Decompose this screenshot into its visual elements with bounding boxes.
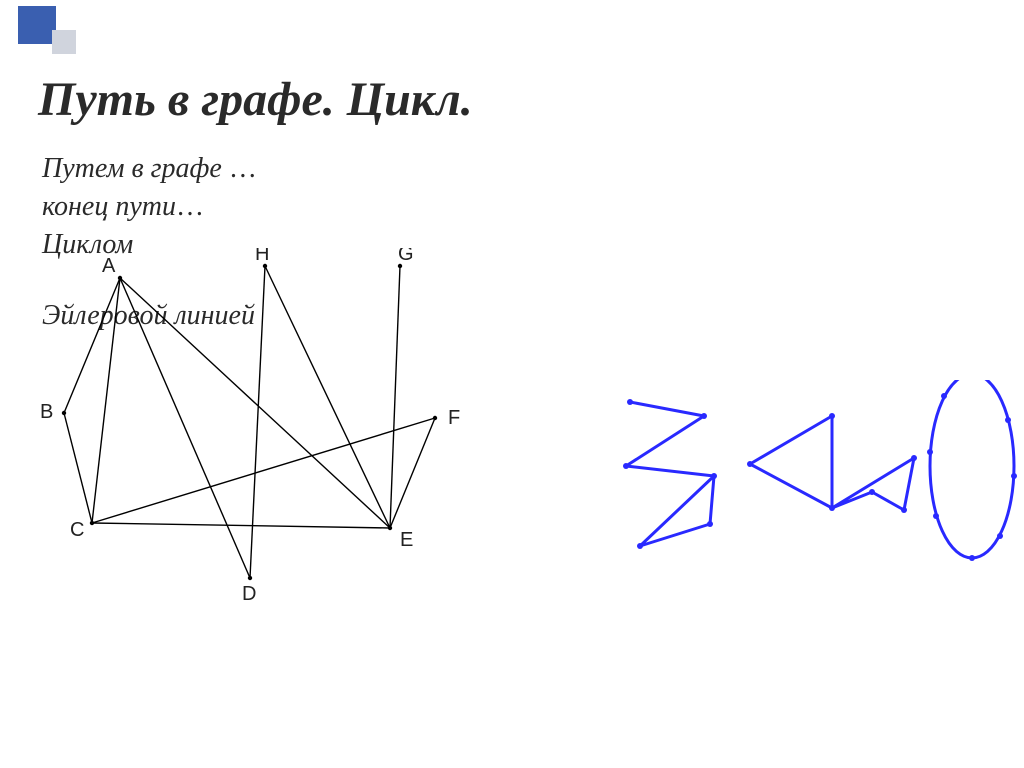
graph-edge (250, 266, 265, 578)
graph-edge (92, 523, 390, 528)
blue-node (747, 461, 753, 467)
blue-node (927, 449, 933, 455)
blue-node (997, 533, 1003, 539)
blue-node (911, 455, 917, 461)
graph-node (248, 576, 252, 580)
graph-node-label: B (40, 401, 53, 423)
blue-node (701, 413, 707, 419)
graph-node (433, 416, 437, 420)
graph-node-label: H (255, 248, 269, 265)
decor-square-small (52, 30, 76, 54)
body-line-2-rest: … (176, 191, 204, 222)
graph-node (118, 276, 122, 280)
blue-node (637, 543, 643, 549)
body-line-2: конец пути… (42, 188, 257, 226)
blue-polyline (626, 402, 714, 546)
body-line-1-rest: … (222, 153, 257, 184)
graph-node-label: E (400, 529, 413, 551)
blue-node (711, 473, 717, 479)
blue-node (1005, 417, 1011, 423)
graph-edge (390, 266, 400, 528)
body-line-1: Путем в графе … (42, 150, 257, 188)
graph-edge (120, 278, 390, 528)
body-line-2-italic: конец пути (42, 191, 176, 222)
graph-edge (265, 266, 390, 528)
graph-node (62, 411, 66, 415)
graph-edge (92, 418, 435, 523)
graph-node-label: C (70, 519, 84, 541)
blue-node (707, 521, 713, 527)
graph-edge (64, 413, 92, 523)
blue-node (933, 513, 939, 519)
graph-edge (120, 278, 250, 578)
blue-ellipse (930, 380, 1014, 558)
blue-polyline (750, 416, 832, 508)
blue-node (869, 489, 875, 495)
blue-node (627, 399, 633, 405)
body-line-1-italic: Путем в графе (42, 153, 222, 184)
graph-node-label: A (102, 255, 116, 277)
blue-node (623, 463, 629, 469)
blue-node (901, 507, 907, 513)
right-figures (604, 380, 1024, 580)
graph-node (388, 526, 392, 530)
graph-node (90, 521, 94, 525)
page-title: Путь в графе. Цикл. (38, 72, 473, 127)
blue-node (829, 505, 835, 511)
graph-node-label: D (242, 583, 256, 605)
graph-edge (390, 418, 435, 528)
blue-node (941, 393, 947, 399)
blue-node (969, 555, 975, 561)
graph-node-label: G (398, 248, 414, 265)
blue-node (1011, 473, 1017, 479)
main-graph: A B C D E F G H (30, 248, 500, 618)
blue-node (829, 413, 835, 419)
graph-edge (92, 278, 120, 523)
blue-polyline (832, 458, 914, 510)
graph-node-label: F (448, 407, 460, 429)
decor-square-large (18, 6, 56, 44)
